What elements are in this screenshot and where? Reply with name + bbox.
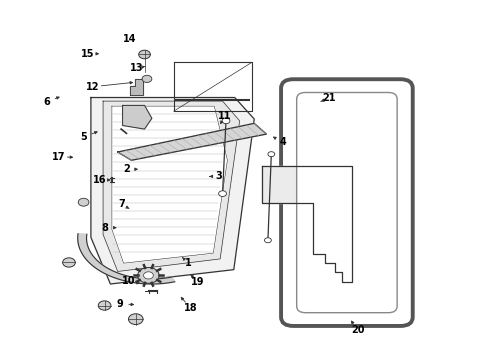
Text: 9: 9 (116, 299, 123, 309)
Polygon shape (122, 105, 152, 129)
Circle shape (264, 238, 271, 243)
Polygon shape (112, 106, 227, 263)
Text: 14: 14 (122, 35, 136, 44)
FancyBboxPatch shape (296, 93, 396, 313)
Text: 11: 11 (218, 111, 231, 121)
Circle shape (78, 198, 89, 206)
Text: 15: 15 (81, 49, 94, 59)
Circle shape (267, 152, 274, 157)
Text: 18: 18 (183, 303, 197, 313)
Text: 12: 12 (85, 82, 99, 92)
Polygon shape (130, 79, 143, 95)
Text: 16: 16 (93, 175, 106, 185)
Text: 21: 21 (322, 93, 335, 103)
Circle shape (218, 191, 226, 197)
Text: 10: 10 (122, 276, 135, 286)
Text: 4: 4 (279, 138, 285, 147)
Polygon shape (103, 101, 239, 271)
Circle shape (143, 272, 153, 279)
Text: 17: 17 (51, 152, 65, 162)
Polygon shape (261, 166, 351, 282)
Circle shape (62, 258, 75, 267)
Text: 13: 13 (129, 63, 142, 73)
Circle shape (138, 267, 159, 283)
Circle shape (222, 118, 229, 124)
Text: 3: 3 (215, 171, 222, 181)
Circle shape (142, 75, 152, 82)
FancyBboxPatch shape (281, 79, 412, 326)
Polygon shape (118, 123, 266, 160)
Text: 1: 1 (184, 258, 191, 268)
Polygon shape (78, 234, 174, 284)
Polygon shape (91, 98, 254, 284)
Text: 7: 7 (118, 199, 125, 210)
Circle shape (128, 314, 143, 324)
Text: 5: 5 (80, 132, 87, 142)
Circle shape (98, 301, 111, 310)
Text: 2: 2 (123, 164, 130, 174)
Circle shape (139, 50, 150, 59)
Text: 8: 8 (102, 223, 108, 233)
Text: 20: 20 (350, 325, 364, 335)
Text: 19: 19 (191, 277, 204, 287)
Text: 6: 6 (43, 97, 50, 107)
